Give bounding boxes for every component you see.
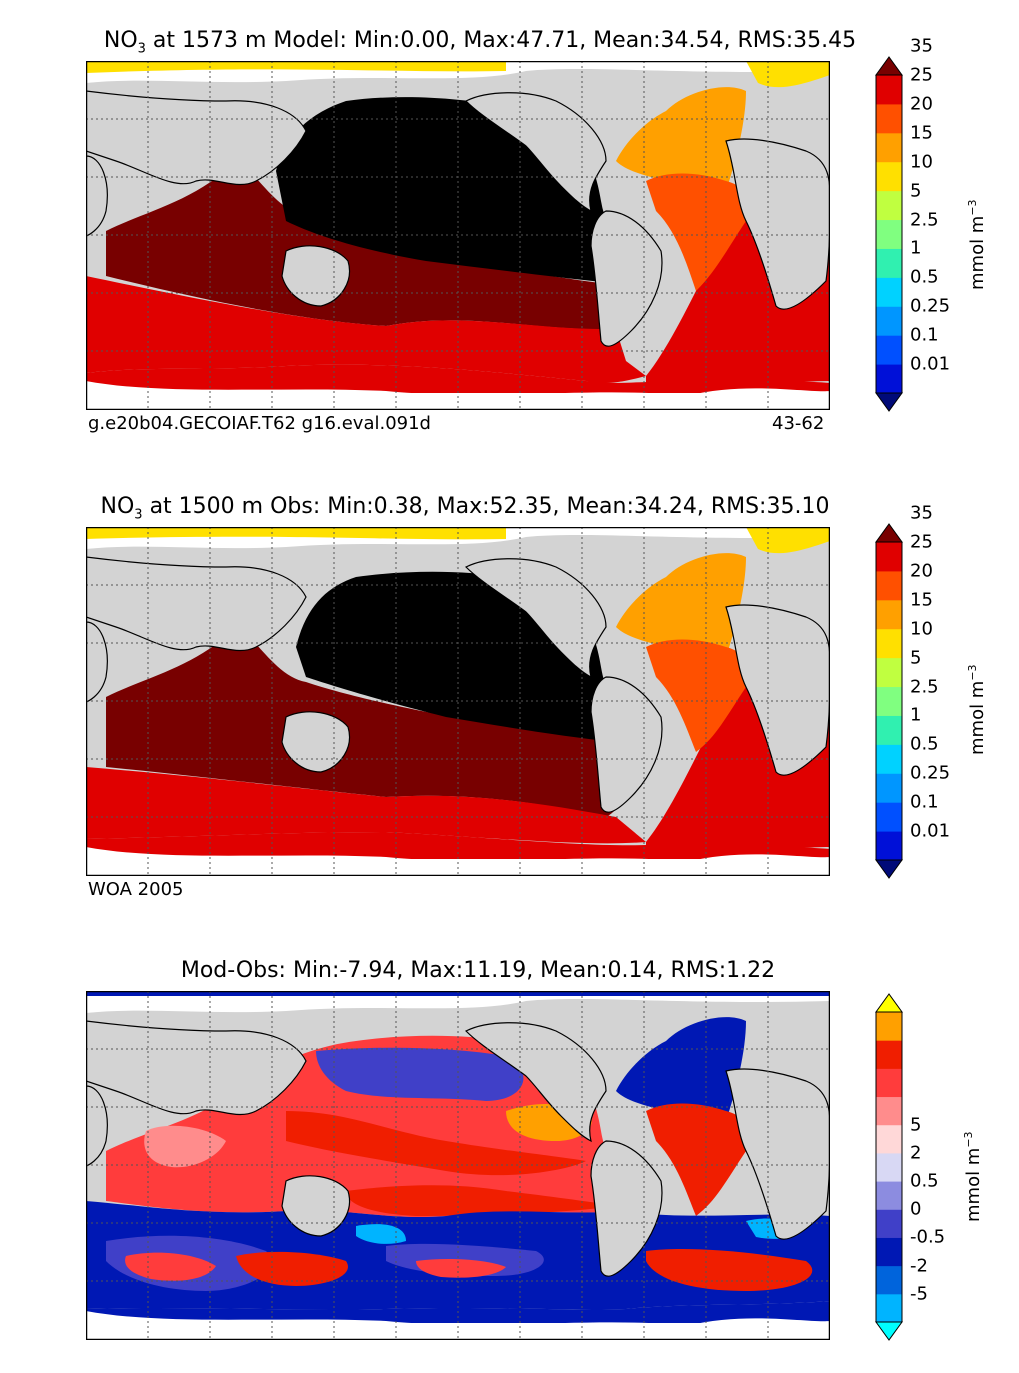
colorbar-segment bbox=[876, 1096, 902, 1126]
colorbar-segment bbox=[876, 306, 902, 336]
colorbar-tick-label: 35 bbox=[910, 35, 933, 57]
panel2-map bbox=[86, 527, 830, 876]
colorbar-extend-low bbox=[875, 392, 903, 412]
colorbar-segment bbox=[876, 628, 902, 659]
colorbar-segment bbox=[876, 773, 902, 803]
colorbar-segment bbox=[876, 219, 902, 249]
colorbar-segment bbox=[876, 657, 902, 688]
panel3-colorbar bbox=[875, 993, 903, 1341]
panel1-colorbar-unit: mmol m−3 bbox=[966, 199, 988, 290]
colorbar-tick-label: 15 bbox=[910, 122, 933, 144]
colorbar-tick-label: 0.5 bbox=[910, 733, 939, 755]
colorbar-segment bbox=[876, 715, 902, 745]
colorbar-segment bbox=[876, 161, 902, 192]
colorbar-tick-label: 10 bbox=[910, 618, 933, 640]
colorbar-segment bbox=[876, 686, 902, 716]
colorbar-segment bbox=[876, 277, 902, 307]
colorbar-tick-label: -5 bbox=[910, 1283, 928, 1305]
colorbar-segment bbox=[876, 1068, 902, 1098]
colorbar-segment bbox=[876, 831, 902, 861]
colorbar-segment bbox=[876, 1209, 902, 1238]
colorbar-tick-label: 20 bbox=[910, 93, 933, 115]
colorbar-extend-low bbox=[875, 859, 903, 879]
colorbar-tick-label: 10 bbox=[910, 151, 933, 173]
panel3-colorbar-unit: mmol m−3 bbox=[962, 1131, 984, 1222]
colorbar-segment bbox=[876, 599, 902, 630]
colorbar-tick-label: 25 bbox=[910, 531, 933, 553]
colorbar-tick-label: 0.1 bbox=[910, 791, 939, 813]
colorbar-segment bbox=[876, 364, 902, 394]
colorbar-segment bbox=[876, 1181, 902, 1210]
colorbar-segment bbox=[876, 1265, 902, 1295]
colorbar-tick-label: 20 bbox=[910, 560, 933, 582]
colorbar-tick-label: 0.01 bbox=[910, 353, 951, 375]
colorbar-segment bbox=[876, 75, 902, 105]
panel2-colorbar-unit: mmol m−3 bbox=[966, 664, 988, 755]
colorbar-segment bbox=[876, 1237, 902, 1267]
colorbar-segment bbox=[876, 190, 902, 221]
panel1-colorbar bbox=[875, 56, 903, 412]
colorbar-segment bbox=[876, 570, 902, 601]
colorbar-tick-label: 0.1 bbox=[910, 324, 939, 346]
colorbar-tick-label: 5 bbox=[910, 1114, 922, 1136]
panel3-map bbox=[86, 991, 830, 1340]
colorbar-tick-label: 0 bbox=[910, 1198, 922, 1220]
colorbar-tick-label: 5 bbox=[910, 647, 922, 669]
colorbar-tick-label: 2 bbox=[910, 1142, 922, 1164]
colorbar-tick-label: 5 bbox=[910, 180, 922, 202]
colorbar-extend-high bbox=[875, 523, 903, 543]
colorbar-extend-low bbox=[875, 1321, 903, 1341]
panel1-title: NO3 at 1573 m Model: Min:0.00, Max:47.71… bbox=[103, 28, 857, 57]
colorbar-segment bbox=[876, 335, 902, 365]
colorbar-segment bbox=[876, 103, 902, 134]
colorbar-segment bbox=[876, 542, 902, 572]
panel1-map bbox=[86, 61, 830, 410]
colorbar-segment bbox=[876, 248, 902, 278]
colorbar-segment bbox=[876, 1012, 902, 1041]
colorbar-segment bbox=[876, 1152, 902, 1182]
colorbar-tick-label: 15 bbox=[910, 589, 933, 611]
colorbar-tick-label: 35 bbox=[910, 502, 933, 524]
panel2-footer-left: WOA 2005 bbox=[88, 879, 184, 900]
colorbar-tick-label: 0.01 bbox=[910, 820, 951, 842]
colorbar-tick-label: 0.25 bbox=[910, 295, 951, 317]
colorbar-tick-label: -0.5 bbox=[910, 1226, 946, 1248]
colorbar-extend-high bbox=[875, 993, 903, 1013]
panel2-title: NO3 at 1500 m Obs: Min:0.38, Max:52.35, … bbox=[100, 494, 830, 523]
panel1-footer-right: 43-62 bbox=[772, 413, 825, 434]
panel1-footer-left: g.e20b04.GECOIAF.T62 g16.eval.091d bbox=[88, 413, 431, 434]
colorbar-tick-label: 2.5 bbox=[910, 209, 939, 231]
colorbar-tick-label: 2.5 bbox=[910, 676, 939, 698]
colorbar-tick-label: 1 bbox=[910, 704, 922, 726]
colorbar-tick-label: 0.25 bbox=[910, 762, 951, 784]
panel2-colorbar bbox=[875, 523, 903, 879]
colorbar-segment bbox=[876, 1040, 902, 1069]
colorbar-extend-high bbox=[875, 56, 903, 76]
colorbar-segment bbox=[876, 1124, 902, 1154]
colorbar-segment bbox=[876, 132, 902, 163]
colorbar-segment bbox=[876, 802, 902, 832]
colorbar-tick-label: 0.5 bbox=[910, 266, 939, 288]
panel3-title: Mod-Obs: Min:-7.94, Max:11.19, Mean:0.14… bbox=[180, 958, 776, 983]
colorbar-tick-label: 0.5 bbox=[910, 1170, 939, 1192]
colorbar-tick-label: 1 bbox=[910, 237, 922, 259]
colorbar-tick-label: 25 bbox=[910, 64, 933, 86]
colorbar-segment bbox=[876, 1293, 902, 1323]
colorbar-segment bbox=[876, 744, 902, 774]
colorbar-tick-label: -2 bbox=[910, 1255, 928, 1277]
